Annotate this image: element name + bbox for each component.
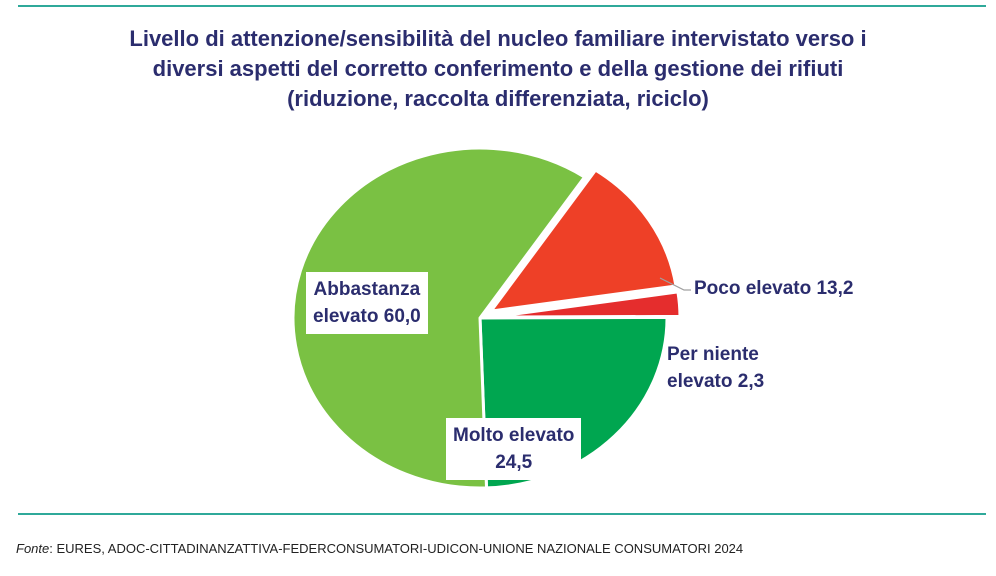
chart-title-line-3: (riduzione, raccolta differenziata, rici… — [287, 86, 709, 111]
chart-title-line-2: diversi aspetti del corretto conferiment… — [152, 56, 844, 81]
slice-label-molto-elevato: Molto elevato 24,5 — [446, 418, 582, 480]
pie-slices — [291, 146, 682, 490]
slice-poco-elevato — [489, 168, 678, 313]
slice-label-abbastanza-elevato: Abbastanza elevato 60,0 — [306, 272, 428, 334]
bottom-divider — [18, 513, 986, 515]
slice-label-poco-elevato: Poco elevato 13,2 — [694, 278, 854, 299]
chart-title-line-1: Livello di attenzione/sensibilità del nu… — [129, 26, 867, 51]
leader-line-poco-elevato — [659, 277, 691, 291]
slice-label-per-niente-elevato: Per niente elevato 2,3 — [667, 344, 765, 392]
source-note: Fonte: EURES, ADOC-CITTADINANZATTIVA-FED… — [16, 541, 743, 556]
slice-abbastanza-elevato — [291, 146, 587, 490]
slice-per-niente-elevato — [491, 290, 682, 319]
source-text: : EURES, ADOC-CITTADINANZATTIVA-FEDERCON… — [49, 541, 744, 556]
chart-title: Livello di attenzione/sensibilità del nu… — [60, 24, 936, 114]
top-divider — [18, 5, 986, 7]
source-prefix: Fonte — [16, 541, 50, 556]
